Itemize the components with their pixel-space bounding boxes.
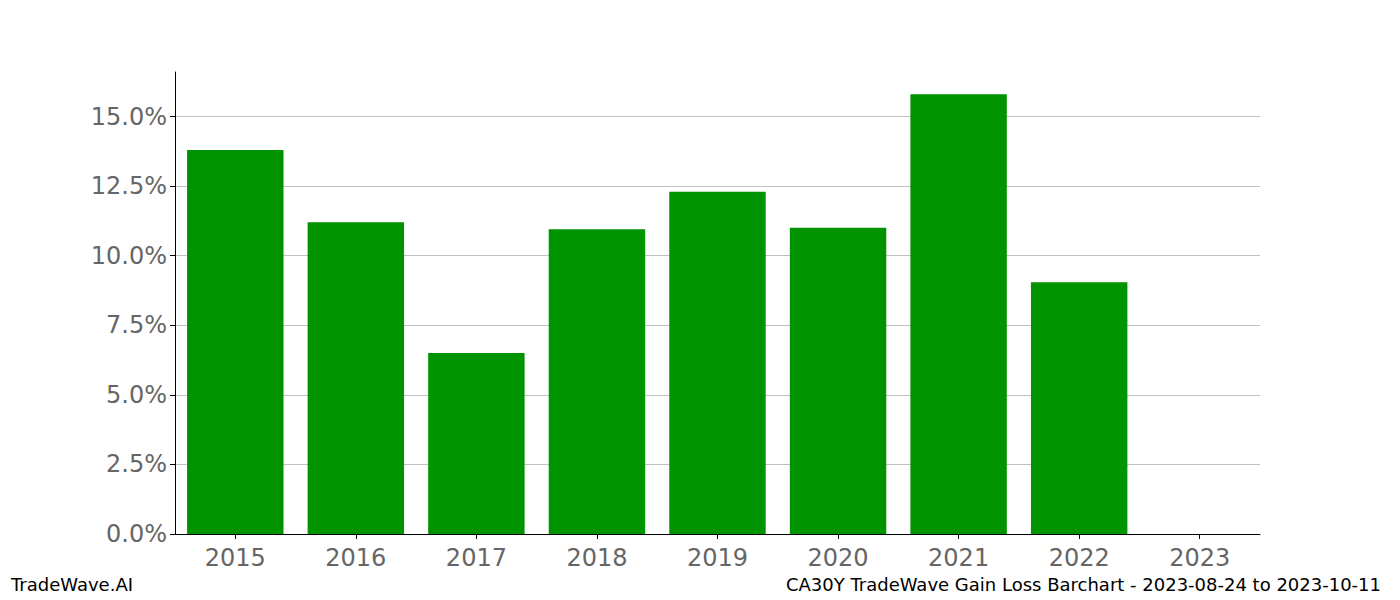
svg-text:2023: 2023 [1169, 544, 1230, 572]
svg-text:2020: 2020 [808, 544, 869, 572]
svg-text:0.0%: 0.0% [106, 520, 167, 548]
svg-text:12.5%: 12.5% [91, 172, 167, 200]
svg-text:2.5%: 2.5% [106, 450, 167, 478]
svg-text:2019: 2019 [687, 544, 748, 572]
svg-text:CA30Y TradeWave Gain Loss Barc: CA30Y TradeWave Gain Loss Barchart - 202… [786, 574, 1381, 595]
svg-text:2018: 2018 [566, 544, 627, 572]
svg-text:2015: 2015 [205, 544, 266, 572]
svg-text:2021: 2021 [928, 544, 989, 572]
svg-text:2022: 2022 [1049, 544, 1110, 572]
svg-text:15.0%: 15.0% [91, 103, 167, 131]
svg-text:10.0%: 10.0% [91, 242, 167, 270]
svg-text:7.5%: 7.5% [106, 311, 167, 339]
svg-text:2016: 2016 [325, 544, 386, 572]
svg-text:5.0%: 5.0% [106, 381, 167, 409]
svg-text:2017: 2017 [446, 544, 507, 572]
svg-text:TradeWave.AI: TradeWave.AI [10, 574, 133, 595]
